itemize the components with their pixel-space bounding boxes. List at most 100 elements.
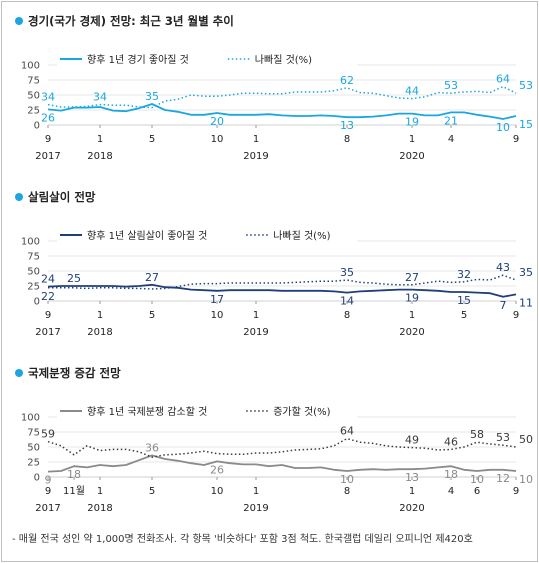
data-label: 18 bbox=[444, 468, 458, 481]
series-line-solid bbox=[47, 283, 517, 298]
x-tick-label: 1 bbox=[409, 310, 415, 321]
data-label: 53 bbox=[496, 431, 510, 444]
data-label: 35 bbox=[519, 266, 533, 279]
y-tick-label: 25 bbox=[27, 282, 40, 293]
panel-title: 국제분쟁 증감 전망 bbox=[28, 366, 121, 380]
y-tick-label: 75 bbox=[27, 252, 40, 263]
data-label: 50 bbox=[519, 433, 533, 446]
data-label: 19 bbox=[405, 116, 419, 129]
title-bullet-icon bbox=[15, 17, 23, 25]
y-tick-label: 50 bbox=[27, 267, 40, 278]
year-label: 2017 bbox=[35, 151, 60, 162]
year-label: 2019 bbox=[243, 327, 268, 338]
data-label: 35 bbox=[145, 90, 159, 103]
series-line-solid bbox=[47, 454, 517, 473]
legend-label-solid: 향후 1년 경기 좋아질 것 bbox=[87, 53, 189, 66]
y-tick-label: 100 bbox=[21, 237, 40, 248]
x-tick-label: 1 bbox=[253, 310, 259, 321]
data-label: 15 bbox=[457, 294, 471, 307]
y-tick-label: 50 bbox=[27, 91, 40, 102]
data-label: 64 bbox=[496, 73, 510, 86]
data-label: 27 bbox=[145, 271, 159, 284]
y-tick-label: 0 bbox=[34, 473, 40, 484]
data-label: 15 bbox=[519, 118, 533, 131]
title-bullet-icon bbox=[15, 193, 23, 201]
data-label: 43 bbox=[496, 261, 510, 274]
data-label: 10 bbox=[340, 473, 354, 486]
data-label: 32 bbox=[457, 268, 471, 281]
x-tick-label: 5 bbox=[149, 134, 155, 145]
data-label: 13 bbox=[405, 471, 419, 484]
year-label: 2018 bbox=[87, 327, 112, 338]
data-label: 21 bbox=[444, 114, 458, 127]
y-tick-label: 25 bbox=[27, 106, 40, 117]
x-tick-label: 10 bbox=[211, 134, 224, 145]
legend-label-dotted: 나빠질 것(%) bbox=[273, 230, 330, 242]
x-tick-label: 10 bbox=[211, 486, 224, 497]
year-label: 2018 bbox=[87, 503, 112, 514]
data-label: 14 bbox=[340, 295, 354, 308]
x-tick-label: 5 bbox=[461, 310, 467, 321]
data-label: 35 bbox=[340, 266, 354, 279]
x-tick-label: 8 bbox=[344, 486, 350, 497]
x-tick-label: 5 bbox=[149, 486, 155, 497]
x-tick-label: 10 bbox=[211, 310, 224, 321]
data-label: 34 bbox=[93, 91, 107, 104]
data-label: 53 bbox=[519, 79, 533, 92]
x-tick-label: 9 bbox=[513, 486, 519, 497]
y-tick-label: 75 bbox=[27, 428, 40, 439]
x-tick-label: 9 bbox=[513, 134, 519, 145]
data-label: 10 bbox=[519, 473, 533, 486]
data-label: 49 bbox=[405, 434, 419, 447]
data-label: 19 bbox=[405, 292, 419, 305]
title-bullet-icon bbox=[15, 369, 23, 377]
legend-background bbox=[57, 52, 357, 67]
y-tick-label: 50 bbox=[27, 443, 40, 454]
x-tick-label: 9 bbox=[45, 310, 51, 321]
data-label: 44 bbox=[405, 85, 419, 98]
data-label: 27 bbox=[405, 271, 419, 284]
x-tick-label: 6 bbox=[474, 486, 480, 497]
data-label: 10 bbox=[470, 473, 484, 486]
x-tick-label: 4 bbox=[448, 134, 454, 145]
x-tick-label: 9 bbox=[45, 134, 51, 145]
data-label: 64 bbox=[340, 425, 354, 438]
data-label: 18 bbox=[67, 468, 81, 481]
year-label: 2018 bbox=[87, 151, 112, 162]
year-label: 2017 bbox=[35, 327, 60, 338]
y-tick-label: 100 bbox=[21, 413, 40, 424]
x-tick-label: 8 bbox=[344, 134, 350, 145]
series-line-solid bbox=[47, 103, 517, 120]
data-label: 10 bbox=[496, 121, 510, 134]
data-label: 12 bbox=[496, 472, 510, 485]
data-label: 24 bbox=[41, 273, 55, 286]
legend-label-dotted: 나빠질 것(%) bbox=[255, 54, 312, 66]
data-label: 13 bbox=[340, 119, 354, 132]
x-tick-label: 1 bbox=[97, 134, 103, 145]
data-label: 11 bbox=[519, 296, 533, 309]
legend-background bbox=[57, 228, 357, 243]
x-tick-label: 9 bbox=[45, 486, 51, 497]
data-label: 9 bbox=[45, 474, 52, 487]
data-label: 22 bbox=[41, 290, 55, 303]
x-tick-label: 1 bbox=[97, 486, 103, 497]
year-label: 2019 bbox=[243, 151, 268, 162]
legend-label-solid: 향후 1년 국제분쟁 감소할 것 bbox=[87, 406, 207, 418]
x-tick-label: 11월 bbox=[63, 485, 85, 497]
data-label: 17 bbox=[210, 293, 224, 306]
data-label: 20 bbox=[210, 115, 224, 128]
y-tick-label: 0 bbox=[34, 297, 40, 308]
panel-title: 살림살이 전망 bbox=[28, 190, 96, 204]
year-label: 2019 bbox=[243, 503, 268, 514]
x-tick-label: 1 bbox=[253, 134, 259, 145]
x-tick-label: 4 bbox=[448, 486, 454, 497]
data-label: 7 bbox=[500, 299, 507, 312]
data-label: 25 bbox=[67, 272, 81, 285]
x-tick-label: 1 bbox=[409, 486, 415, 497]
footer-note: - 매월 전국 성인 약 1,000명 전화조사. 각 항목 '비슷하다' 포함… bbox=[12, 532, 473, 545]
x-tick-label: 9 bbox=[513, 310, 519, 321]
year-label: 2020 bbox=[399, 151, 424, 162]
x-tick-label: 5 bbox=[149, 310, 155, 321]
